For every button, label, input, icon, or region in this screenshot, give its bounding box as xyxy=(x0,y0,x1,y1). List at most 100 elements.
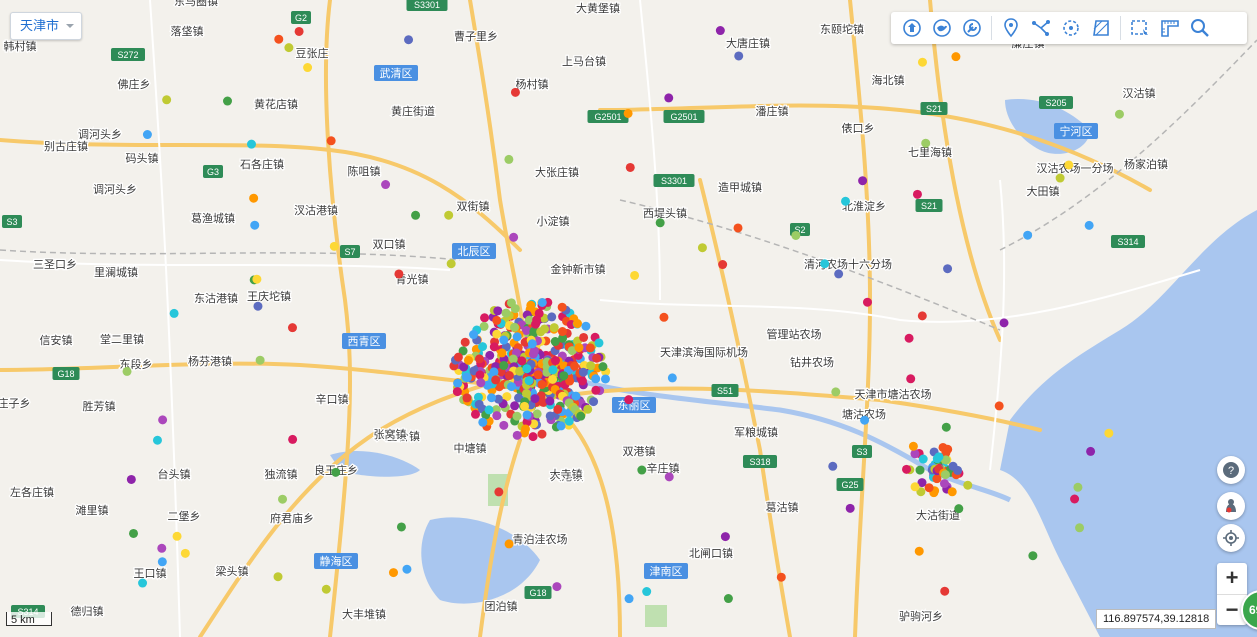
place-label: 德归镇 xyxy=(71,604,104,618)
data-point xyxy=(321,584,331,594)
data-point xyxy=(1084,220,1094,230)
place-label: 汉沽农场一分场 xyxy=(1037,161,1114,175)
data-point xyxy=(565,376,575,386)
toolbar-divider xyxy=(1120,16,1121,40)
city-select[interactable]: 天津市 xyxy=(10,12,83,40)
place-label: 小淀镇 xyxy=(537,214,570,228)
place-label: 佛庄乡 xyxy=(118,77,151,91)
data-point xyxy=(519,428,529,438)
data-point xyxy=(287,323,297,333)
data-point xyxy=(158,415,168,425)
data-point xyxy=(499,361,509,371)
data-point xyxy=(537,379,547,389)
data-point xyxy=(388,568,398,578)
data-point xyxy=(157,543,167,553)
polygon-tool-icon[interactable] xyxy=(1089,16,1113,40)
data-point xyxy=(581,321,591,331)
data-point xyxy=(536,327,546,337)
svg-text:S21: S21 xyxy=(926,104,942,114)
wrench-icon[interactable] xyxy=(960,16,984,40)
circle-tool-icon[interactable] xyxy=(1059,16,1083,40)
place-label: 信安镇 xyxy=(40,333,73,347)
zoom-in-button[interactable]: + xyxy=(1217,563,1247,595)
place-label: 金钟新市镇 xyxy=(551,262,606,276)
road-label: S3301 xyxy=(406,0,448,11)
park xyxy=(645,605,667,627)
location-pin-icon[interactable] xyxy=(999,16,1023,40)
data-point xyxy=(129,528,139,538)
svg-text:S7: S7 xyxy=(344,247,355,257)
data-point xyxy=(963,480,973,490)
place-label: 葛渔城镇 xyxy=(191,211,235,225)
locate-button[interactable] xyxy=(1217,524,1245,552)
place-label: 管理站农场 xyxy=(767,327,822,341)
chevron-down-icon xyxy=(66,24,75,28)
zoom-out-button[interactable]: − xyxy=(1225,597,1239,622)
data-point xyxy=(507,382,517,392)
screenshot-icon[interactable] xyxy=(1128,16,1152,40)
help-button[interactable]: ? xyxy=(1217,456,1245,484)
data-point xyxy=(294,26,304,36)
data-point xyxy=(934,452,944,462)
toolbar-divider xyxy=(991,16,992,40)
data-point xyxy=(586,361,596,371)
data-point xyxy=(600,374,610,384)
svg-text:S3301: S3301 xyxy=(414,0,440,10)
svg-text:北辰区: 北辰区 xyxy=(458,245,491,258)
data-point xyxy=(494,382,504,392)
data-point xyxy=(577,376,587,386)
data-point xyxy=(474,399,484,409)
coordinate-readout: 116.897574,39.12818 xyxy=(1096,609,1217,629)
place-label: 杨芬港镇 xyxy=(188,354,232,368)
data-point xyxy=(630,270,640,280)
home-pin-icon[interactable] xyxy=(900,16,924,40)
data-point xyxy=(444,210,454,220)
data-point xyxy=(999,318,1009,328)
data-point xyxy=(994,401,1004,411)
river xyxy=(559,372,1012,503)
data-point xyxy=(1075,523,1085,533)
road-label: S272 xyxy=(111,48,145,61)
place-label: 韩村镇 xyxy=(4,39,37,53)
data-point xyxy=(718,260,728,270)
search-icon[interactable] xyxy=(1188,16,1212,40)
svg-text:S318: S318 xyxy=(749,457,770,467)
polyline-icon[interactable] xyxy=(1029,16,1053,40)
data-point xyxy=(943,264,953,274)
data-point xyxy=(485,350,495,360)
data-point xyxy=(253,301,263,311)
data-point xyxy=(489,367,499,377)
city-select-label: 天津市 xyxy=(20,18,60,33)
user-location-button[interactable] xyxy=(1217,492,1245,520)
data-point xyxy=(917,478,927,488)
data-point xyxy=(954,504,964,514)
data-point xyxy=(460,337,470,347)
data-point xyxy=(550,337,560,347)
data-point xyxy=(515,366,525,376)
data-point xyxy=(940,470,950,480)
data-point xyxy=(570,361,580,371)
data-point xyxy=(910,449,920,459)
data-point xyxy=(249,193,259,203)
place-label: 双港镇 xyxy=(623,444,656,458)
river-north xyxy=(1005,99,1090,154)
data-point xyxy=(591,385,601,395)
data-point xyxy=(1073,482,1083,492)
data-point xyxy=(152,435,162,445)
ruler-icon[interactable] xyxy=(1158,16,1182,40)
data-point xyxy=(820,259,830,269)
data-point xyxy=(1064,160,1074,170)
data-point xyxy=(527,339,537,349)
data-point xyxy=(776,572,786,582)
place-label: 军粮城镇 xyxy=(734,425,778,439)
data-point xyxy=(591,374,601,384)
district-label: 北辰区 xyxy=(452,243,496,259)
svg-text:S205: S205 xyxy=(1045,98,1066,108)
data-point xyxy=(723,594,733,604)
bird-icon[interactable] xyxy=(930,16,954,40)
data-point xyxy=(1086,446,1096,456)
place-label: 三圣口乡 xyxy=(33,258,77,271)
svg-text:G25: G25 xyxy=(841,480,858,490)
